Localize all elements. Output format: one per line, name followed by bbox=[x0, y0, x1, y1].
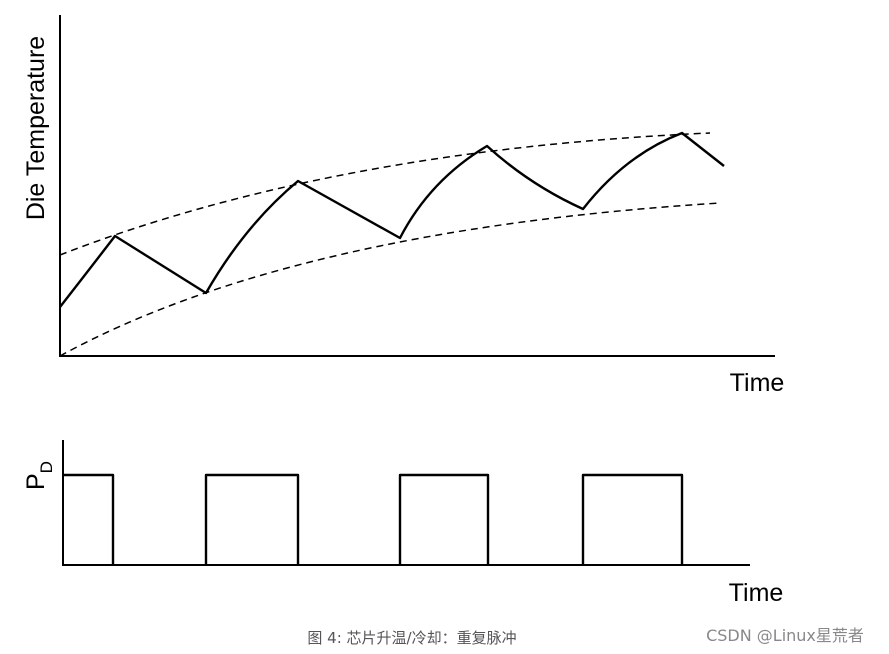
x-axis-label: Time bbox=[730, 369, 785, 397]
x-axis-label: Time bbox=[729, 579, 784, 607]
y-axis-label: Die Temperature bbox=[22, 36, 50, 220]
y-axis-label: PD bbox=[22, 461, 56, 490]
watermark: CSDN @Linux星荒者 bbox=[706, 626, 864, 645]
axes bbox=[62, 440, 750, 566]
upper-envelope bbox=[59, 132, 711, 256]
power-plot: PD Time bbox=[22, 440, 783, 607]
power-pulses bbox=[63, 473, 684, 565]
lower-envelope bbox=[59, 202, 721, 357]
caption: 图 4: 芯片升温/冷却：重复脉冲 bbox=[307, 629, 516, 647]
label-main: P bbox=[22, 473, 50, 490]
temperature-curve bbox=[59, 131, 725, 308]
axes bbox=[59, 15, 775, 357]
label-subscript: D bbox=[37, 461, 56, 473]
temperature-plot: Die Temperature Time bbox=[22, 15, 784, 397]
